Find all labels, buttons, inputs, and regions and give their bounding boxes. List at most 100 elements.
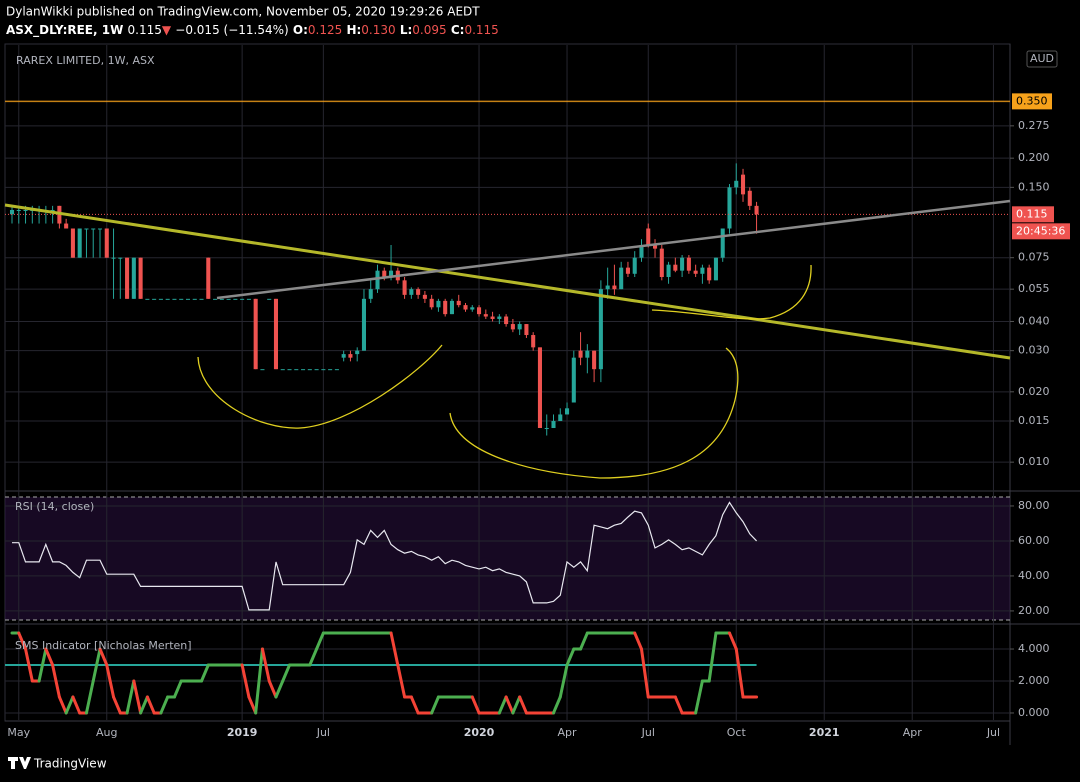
indicator-segment	[281, 663, 292, 683]
indicator-segment	[518, 695, 528, 715]
sms-pane-title: SMS Indicator [Nicholas Merten]	[15, 639, 192, 652]
candle-body	[165, 298, 170, 300]
rsi-band	[5, 497, 1010, 620]
indicator-segment	[91, 647, 102, 683]
x-tick-label: Jul	[316, 726, 330, 739]
indicator-segment	[200, 663, 210, 683]
candle-body	[368, 289, 373, 299]
candle-body	[409, 289, 414, 295]
candle-body	[375, 270, 380, 290]
candle-body	[192, 298, 197, 300]
h: 0.130	[361, 23, 395, 37]
brand: TradingView	[33, 757, 107, 771]
h-key: H:	[346, 23, 361, 37]
y-tick-label: 0.055	[1018, 282, 1050, 295]
candle-body	[612, 285, 617, 290]
arrow: ▼	[162, 23, 172, 37]
candle-body	[700, 267, 705, 274]
candle-body	[598, 289, 603, 370]
candle-body	[179, 298, 184, 300]
candle-body	[233, 298, 238, 300]
indicator-segment	[633, 631, 643, 651]
candle-body	[652, 244, 658, 249]
candle-body	[646, 228, 651, 245]
candle-body	[361, 298, 367, 351]
countdown-badge	[1012, 223, 1070, 240]
indicator-segment	[254, 647, 264, 715]
candle-body	[97, 228, 103, 230]
candle-body	[152, 298, 157, 300]
candle-body	[483, 314, 488, 317]
candle-body	[226, 298, 231, 300]
l: 0.095	[412, 23, 446, 37]
candle-body	[64, 223, 69, 229]
indicator-segment	[579, 631, 589, 651]
candle-body	[50, 209, 55, 211]
candle-body	[436, 300, 441, 308]
x-tick-label: Oct	[727, 726, 747, 739]
candle-body	[558, 414, 563, 422]
drawn-curve	[197, 344, 443, 429]
y-tick-label: 0.275	[1018, 119, 1050, 132]
y-tick-label: 0.015	[1018, 414, 1050, 427]
indicator-segment	[315, 631, 325, 651]
candle-body	[571, 357, 576, 403]
currency-box[interactable]	[1026, 50, 1058, 68]
trend-line-up	[216, 199, 1011, 300]
candle-body	[389, 270, 394, 278]
candle-body	[585, 350, 590, 358]
candle-body	[625, 267, 630, 274]
indicator-segment	[558, 663, 569, 699]
y-tick-label: 0.000	[1018, 706, 1050, 719]
candle-body	[456, 300, 461, 306]
footer	[0, 746, 1080, 782]
x-tick-label: Jul	[986, 726, 1000, 739]
candle-body	[145, 298, 150, 300]
candle-body	[639, 244, 644, 258]
candle-body	[619, 267, 624, 290]
indicator-segment	[274, 679, 285, 699]
y-tick-label: 0.150	[1018, 180, 1050, 193]
indicator-segment	[727, 631, 738, 651]
indicator-segment	[497, 695, 508, 715]
candle-body	[727, 187, 732, 229]
last-price-badge	[1012, 206, 1054, 223]
x-tick-label: May	[7, 726, 30, 739]
currency[interactable]: AUD	[1030, 52, 1054, 65]
candle-body	[713, 257, 718, 281]
x-tick-label: 2020	[464, 726, 495, 739]
candle-body	[131, 257, 136, 299]
candle-body	[537, 347, 542, 429]
indicator-segment	[396, 663, 407, 699]
indicator-segment	[308, 647, 319, 667]
candle-body	[740, 174, 746, 195]
candle-body	[341, 354, 346, 358]
x-tick-label: Apr	[558, 726, 578, 739]
candle-body	[592, 350, 597, 370]
y-tick-label: 20.00	[1018, 604, 1050, 617]
last-price-label: 0.115	[1016, 207, 1048, 220]
indicator-segment	[172, 679, 183, 699]
indicator-segment	[673, 695, 684, 715]
x-tick-label: 2021	[809, 726, 840, 739]
candle-body	[253, 298, 258, 370]
indicator-segment	[707, 631, 718, 683]
indicator-segment	[17, 631, 28, 651]
c-key: C:	[451, 23, 465, 37]
candle-body	[510, 324, 515, 330]
indicator-segment	[57, 695, 68, 715]
candle-body	[632, 257, 637, 274]
indicator-segment	[139, 695, 149, 715]
indicator-segment	[409, 695, 420, 715]
indicator-segment	[734, 647, 745, 699]
candle-body	[402, 280, 407, 295]
candle-body	[287, 369, 292, 371]
y-tick-label: 4.000	[1018, 642, 1050, 655]
candle-body	[680, 257, 685, 271]
y-tick-label: 0.200	[1018, 151, 1050, 164]
indicator-segment	[44, 647, 55, 667]
candle-body	[686, 257, 691, 271]
candle-body	[23, 209, 28, 211]
candle-body	[477, 307, 482, 315]
